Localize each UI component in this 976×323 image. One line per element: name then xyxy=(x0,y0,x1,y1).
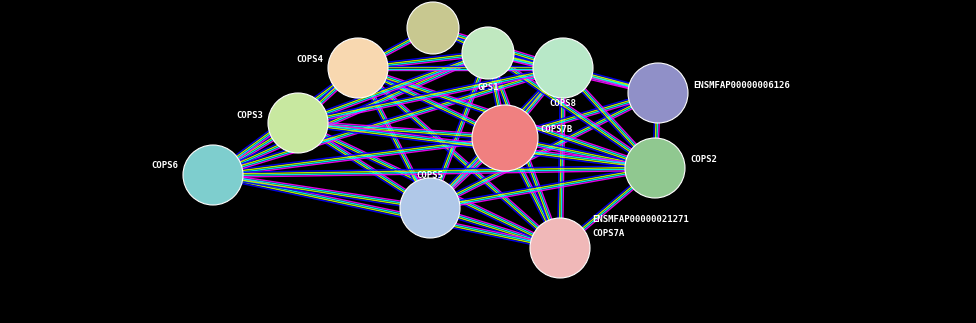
Text: COPS2: COPS2 xyxy=(690,155,717,164)
Circle shape xyxy=(462,27,514,79)
Circle shape xyxy=(407,2,459,54)
Circle shape xyxy=(533,38,593,98)
Circle shape xyxy=(183,145,243,205)
Text: COPS6: COPS6 xyxy=(151,161,178,170)
Text: GPS1: GPS1 xyxy=(477,84,499,92)
Text: COPS3: COPS3 xyxy=(236,110,263,120)
Circle shape xyxy=(530,218,590,278)
Circle shape xyxy=(625,138,685,198)
Circle shape xyxy=(472,105,538,171)
Circle shape xyxy=(628,63,688,123)
Circle shape xyxy=(328,38,388,98)
Text: COPS7A: COPS7A xyxy=(592,230,625,238)
Text: COPS7B: COPS7B xyxy=(540,126,572,134)
Text: ENSMFAP00000006126: ENSMFAP00000006126 xyxy=(693,80,790,89)
Text: COPS5: COPS5 xyxy=(417,172,443,181)
Text: ENSMFAP00000021271: ENSMFAP00000021271 xyxy=(592,215,689,224)
Text: COPS4: COPS4 xyxy=(296,56,323,65)
Circle shape xyxy=(268,93,328,153)
Text: COPS8: COPS8 xyxy=(549,99,577,108)
Circle shape xyxy=(400,178,460,238)
